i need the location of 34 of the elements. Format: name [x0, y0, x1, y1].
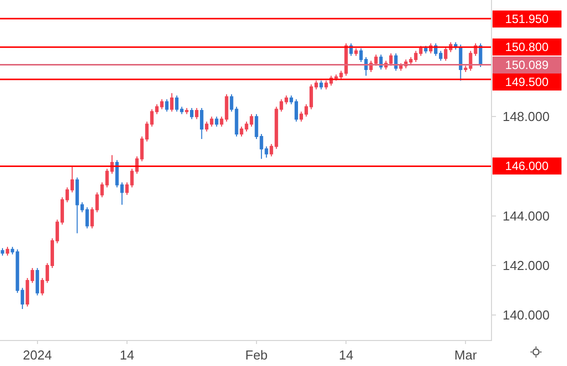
- candlestick: [240, 126, 244, 137]
- x-tick-label: Feb: [245, 348, 268, 363]
- x-tick-label: 2024: [22, 348, 52, 363]
- candlestick: [214, 116, 218, 128]
- y-tick-label: 148.000: [502, 109, 550, 124]
- candlestick: [244, 121, 248, 132]
- candlestick: [374, 54, 378, 66]
- candlestick: [250, 114, 254, 128]
- candlestick: [185, 107, 188, 115]
- candlestick: [0, 248, 4, 256]
- candlestick: [194, 107, 198, 120]
- ref-line-label: 149.500: [505, 75, 549, 89]
- candlestick: [354, 48, 358, 56]
- ref-line-label: 150.800: [505, 40, 549, 54]
- y-tick-label: 140.000: [502, 308, 550, 323]
- y-tick-label: 142.000: [502, 258, 550, 274]
- candlestick: [424, 45, 428, 54]
- candlestick: [458, 44, 462, 82]
- candlestick: [6, 246, 10, 256]
- candlestick: [319, 80, 323, 90]
- candlestick: [170, 92, 174, 112]
- ref-line-label: 146.000: [505, 159, 549, 173]
- ref-line-label: 150.089: [505, 58, 549, 72]
- candlestick: [200, 107, 204, 140]
- x-tick-label: Mar: [454, 348, 478, 363]
- candlestick: [190, 107, 194, 120]
- ref-line-label: 151.950: [505, 12, 549, 26]
- y-tick-label: 144.000: [502, 208, 550, 224]
- candlestick: [120, 182, 124, 206]
- candlestick: [165, 98, 169, 112]
- x-tick-label: 14: [338, 348, 354, 363]
- x-tick-label: 14: [120, 348, 134, 363]
- candlestick: [36, 268, 40, 296]
- candlestick: [394, 52, 398, 72]
